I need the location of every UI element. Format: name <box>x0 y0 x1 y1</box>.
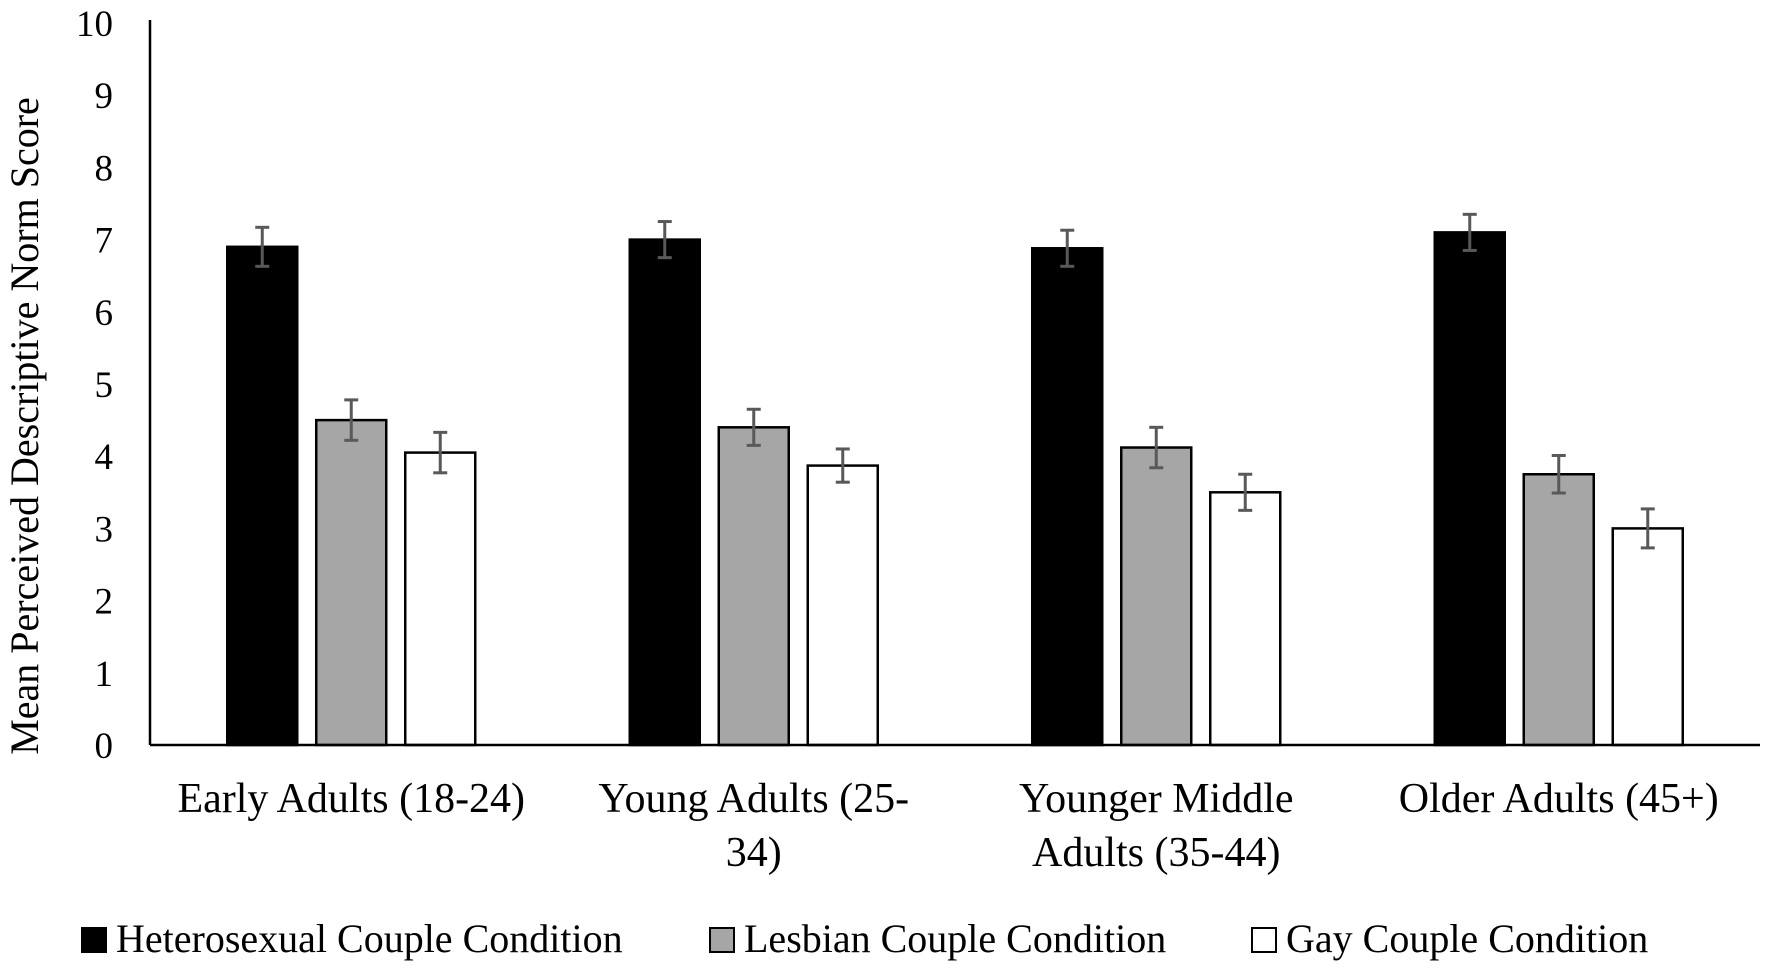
error-bar-2-3 <box>1149 425 1164 470</box>
y-tick-label-9: 9 <box>95 76 114 117</box>
legend-swatch-3 <box>1251 927 1277 953</box>
error-bar-2-2 <box>746 407 761 447</box>
y-tick-label-4: 4 <box>95 437 114 478</box>
legend-swatch-2 <box>709 927 735 953</box>
legend-label-3: Gay Couple Condition <box>1286 916 1648 961</box>
bar-1-3 <box>1031 247 1104 747</box>
bar-2-3 <box>1120 446 1193 747</box>
axes <box>148 20 1760 747</box>
category-label-2-line-2: 34) <box>726 830 782 876</box>
error-bar-1-2 <box>657 220 672 260</box>
error-bars <box>255 212 1655 550</box>
y-tick-label-1: 1 <box>95 654 114 695</box>
category-label-4-line-1: Older Adults (45+) <box>1399 776 1719 822</box>
bar-3-2 <box>806 464 879 747</box>
y-axis-title: Mean Perceived Descriptive Norm Score <box>2 97 47 755</box>
legend: Heterosexual Couple Condition Lesbian Cou… <box>81 916 1648 961</box>
y-tick-label-0: 0 <box>95 726 114 767</box>
error-bar-2-1 <box>344 398 359 442</box>
legend-label-2: Lesbian Couple Condition <box>744 916 1166 961</box>
legend-item-1: Heterosexual Couple Condition <box>81 916 623 961</box>
category-label-3-line-2: Adults (35-44) <box>1032 830 1280 876</box>
bar-1-4 <box>1433 231 1506 747</box>
category-label-3-line-1: Younger Middle <box>1019 776 1294 822</box>
error-bar-1-3 <box>1060 228 1075 268</box>
error-bar-3-2 <box>835 447 850 484</box>
bar-2-2 <box>717 426 790 747</box>
y-tick-label-3: 3 <box>95 509 114 550</box>
category-labels: Early Adults (18-24) Young Adults (25- 34)… <box>177 776 1718 876</box>
error-bar-3-4 <box>1640 507 1655 550</box>
category-label-1-line-1: Early Adults (18-24) <box>177 776 525 822</box>
bar-3-3 <box>1209 491 1282 747</box>
error-bar-1-1 <box>255 225 270 268</box>
error-bar-1-4 <box>1462 212 1477 252</box>
error-bar-3-1 <box>433 430 448 475</box>
y-tick-label-5: 5 <box>95 365 114 406</box>
error-bar-2-4 <box>1551 453 1566 495</box>
bar-1-2 <box>628 238 701 747</box>
bar-1-1 <box>226 245 299 747</box>
bar-3-4 <box>1611 527 1684 747</box>
bar-2-4 <box>1522 473 1595 747</box>
bar-3-1 <box>404 451 477 747</box>
y-axis-ticks: 0 1 2 3 4 5 6 7 8 9 10 <box>76 4 113 767</box>
legend-item-2: Lesbian Couple Condition <box>709 916 1166 961</box>
category-label-2-line-1: Young Adults (25- <box>598 776 909 822</box>
bar-2-1 <box>315 418 388 747</box>
y-tick-label-2: 2 <box>95 582 114 623</box>
y-axis-title-group: Mean Perceived Descriptive Norm Score <box>2 97 47 755</box>
legend-label-1: Heterosexual Couple Condition <box>116 916 623 961</box>
error-bar-3-3 <box>1238 472 1253 512</box>
y-tick-label-7: 7 <box>95 221 114 262</box>
legend-swatch-1 <box>81 927 107 953</box>
y-tick-label-10: 10 <box>76 4 113 45</box>
bars <box>226 231 1684 747</box>
y-tick-label-6: 6 <box>95 293 114 334</box>
legend-item-3: Gay Couple Condition <box>1251 916 1648 961</box>
y-tick-label-8: 8 <box>95 148 114 189</box>
